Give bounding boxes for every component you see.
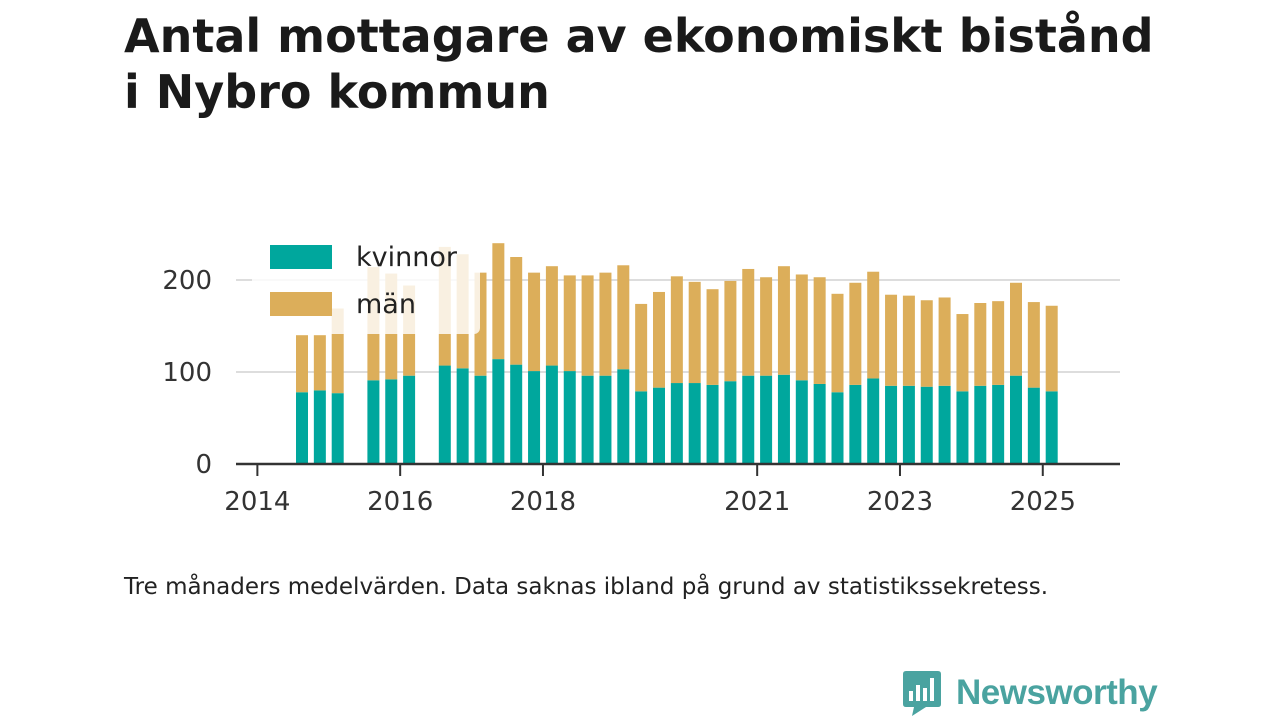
bar-kvinnor-2017-Q4 [528,371,541,464]
bar-man-2017-Q3 [510,257,523,365]
footnote: Tre månaders medelvärden. Data saknas ib… [124,574,1049,600]
bar-man-2021-Q3 [795,274,808,381]
bar-kvinnor-2023-Q1 [902,385,915,464]
legend-swatch-man [270,292,332,316]
bar-kvinnor-2022-Q4 [885,385,898,464]
newsworthy-logo-icon [903,671,941,716]
bar-kvinnor-2019-Q4 [670,383,683,464]
bar-kvinnor-2025-Q1 [1045,391,1058,464]
bar-man-2024-Q3 [1010,282,1022,376]
bar-kvinnor-2021-Q2 [777,374,790,464]
bar-man-2025-Q1 [1045,305,1058,392]
bar-kvinnor-2024-Q1 [974,385,987,464]
bar-man-2024-Q1 [974,303,987,386]
bar-kvinnor-2019-Q2 [635,391,648,464]
legend-label-kvinnor: kvinnor [356,242,458,273]
bar-kvinnor-2017-Q1 [474,375,487,464]
bar-kvinnor-2017-Q2 [492,359,505,464]
bar-kvinnor-2019-Q3 [653,387,665,464]
bar-kvinnor-2015-Q1 [331,393,344,464]
bar-kvinnor-2018-Q3 [581,375,594,464]
bar-man-2024-Q4 [1027,302,1040,388]
bar-man-2014-Q4 [313,335,326,391]
bar-kvinnor-2014-Q3 [296,392,308,464]
bar-kvinnor-2024-Q3 [1010,375,1022,464]
y-tick-label-100: 100 [162,358,212,388]
bar-man-2024-Q2 [992,301,1005,385]
bar-man-2014-Q3 [296,335,308,393]
bar-man-2019-Q1 [617,265,630,370]
bar-man-2021-Q4 [813,277,826,384]
legend-swatch-kvinnor [270,245,332,269]
bars [296,243,1058,464]
bar-man-2018-Q3 [581,275,594,376]
x-tick-label-2014: 2014 [224,487,290,517]
bar-kvinnor-2024-Q2 [992,384,1005,464]
bar-kvinnor-2021-Q1 [760,375,773,464]
bar-kvinnor-2018-Q1 [545,365,558,464]
bar-kvinnor-2017-Q3 [510,364,523,464]
bar-man-2023-Q2 [920,300,933,387]
bar-kvinnor-2023-Q3 [938,385,951,464]
bar-man-2018-Q1 [545,266,558,366]
bar-kvinnor-2020-Q1 [688,383,701,464]
bar-kvinnor-2019-Q1 [617,369,630,464]
bar-man-2021-Q2 [777,266,790,375]
bar-kvinnor-2022-Q3 [867,378,880,464]
y-tick-label-0: 0 [195,450,212,480]
bar-man-2020-Q3 [724,280,737,382]
bar-man-2019-Q2 [635,303,648,392]
y-tick-label-200: 200 [162,266,212,296]
bar-kvinnor-2020-Q3 [724,381,737,464]
bar-kvinnor-2015-Q3 [367,380,380,464]
bar-kvinnor-2016-Q1 [403,375,416,464]
bar-kvinnor-2020-Q2 [706,384,719,464]
legend-label-man: män [356,289,416,320]
bar-man-2020-Q1 [688,281,701,384]
bar-kvinnor-2016-Q3 [438,365,451,464]
brand-logo[interactable]: Newsworthy [902,668,1158,718]
bar-man-2022-Q1 [831,293,844,393]
bar-kvinnor-2018-Q4 [599,375,612,464]
brand-name: Newsworthy [956,673,1158,712]
bar-man-2022-Q3 [867,271,880,379]
bar-man-2023-Q4 [956,314,969,392]
bar-kvinnor-2022-Q2 [849,384,862,464]
bar-kvinnor-2023-Q2 [920,386,933,464]
bar-man-2017-Q2 [492,243,505,360]
bar-man-2022-Q2 [849,282,862,385]
x-tick-label-2018: 2018 [510,487,576,517]
bar-man-2023-Q1 [902,295,915,386]
bar-man-2020-Q2 [706,289,719,385]
bar-man-2018-Q4 [599,272,612,376]
bar-kvinnor-2023-Q4 [956,391,969,464]
bar-man-2019-Q4 [670,276,683,384]
bar-man-2018-Q2 [563,275,576,372]
bar-kvinnor-2024-Q4 [1027,387,1040,464]
x-tick-label-2023: 2023 [867,487,933,517]
x-tick-label-2016: 2016 [367,487,433,517]
x-tick-label-2021: 2021 [724,487,790,517]
bar-kvinnor-2016-Q4 [456,368,469,464]
bar-man-2021-Q1 [760,277,773,376]
bar-kvinnor-2022-Q1 [831,392,844,464]
bar-kvinnor-2018-Q2 [563,371,576,464]
bar-kvinnor-2015-Q4 [385,379,398,464]
bar-man-2023-Q3 [938,297,951,386]
x-tick-label-2025: 2025 [1010,487,1076,517]
chart-title: Antal mottagare av ekonomiskt bistånd i … [124,9,1154,119]
axes: 0 100 200 2014 2016 2018 2021 2023 2025 [162,266,1120,517]
bar-kvinnor-2020-Q4 [742,375,755,464]
bar-kvinnor-2021-Q4 [813,383,826,464]
bar-man-2019-Q3 [653,291,665,388]
bar-man-2020-Q4 [742,268,755,376]
bar-kvinnor-2021-Q3 [795,380,808,464]
legend: kvinnor män [252,232,480,334]
bar-man-2022-Q4 [885,294,898,386]
bar-man-2017-Q4 [528,272,541,372]
bar-kvinnor-2014-Q4 [313,390,326,464]
